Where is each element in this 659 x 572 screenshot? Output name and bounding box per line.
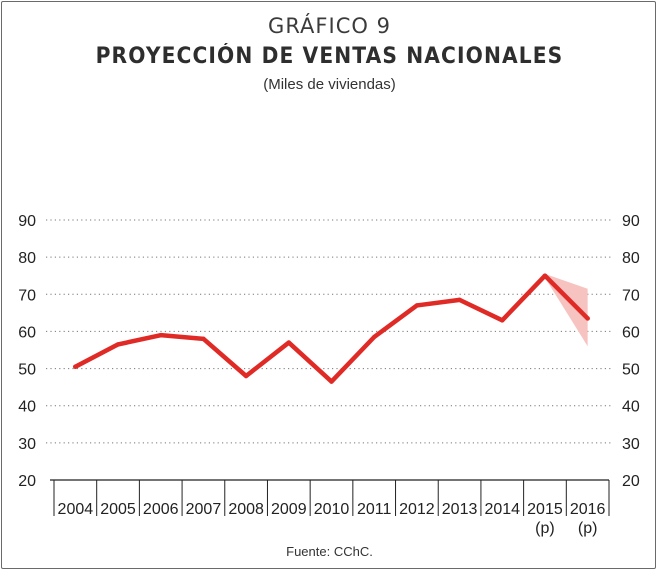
y-tick-right-80: 80 [622,250,640,267]
chart-source: Fuente: CChC. [286,544,373,559]
y-tick-left-80: 80 [18,250,36,267]
data-point-1 [115,342,121,347]
chart-kicker: GRÁFICO 9 [268,14,391,38]
y-tick-right-40: 40 [622,399,640,416]
y-tick-left-70: 70 [18,287,36,304]
x-tick-label-12-sub: (p) [578,520,598,537]
data-point-10 [500,318,505,323]
x-tick-label-8: 2012 [399,501,435,518]
data-point-11 [542,273,548,278]
x-tick-label-9: 2013 [442,501,478,518]
data-point-9 [457,297,462,303]
y-tick-left-40: 40 [18,399,36,416]
x-tick-label-12: 2016 [570,501,606,518]
y-tick-left-60: 60 [18,324,36,341]
gridlines [46,219,611,444]
x-tick-label-3: 2007 [186,501,222,518]
y-tick-right-30: 30 [622,436,640,453]
y-tick-right-50: 50 [622,362,640,379]
x-tick-label-10: 2014 [484,501,520,518]
y-tick-left-30: 30 [18,436,36,453]
y-tick-right-90: 90 [622,213,640,230]
chart-subtitle: (Miles de viviendas) [263,76,396,93]
x-tick-label-11-sub: (p) [535,520,555,537]
y-tick-left-90: 90 [18,213,36,230]
data-point-6 [329,379,334,384]
series-line-layer [73,273,590,384]
x-axis: 2004 2005 2006 2007 2008 2009 2010 2011 2012 2013… [50,479,610,537]
data-point-2 [158,332,163,338]
data-point-5 [286,340,292,345]
x-tick-label-7: 2011 [357,501,392,518]
x-tick-label-0: 2004 [58,501,94,518]
x-tick-label-2: 2006 [143,501,179,518]
y-tick-left-20: 20 [18,473,36,490]
x-tick-label-11: 2015 [527,501,563,518]
x-tick-label-1: 2005 [100,501,136,518]
x-tick-label-6: 2010 [314,501,350,518]
y-tick-right-70: 70 [622,287,640,304]
projection-band [544,273,588,347]
y-axis-ticks: 20 20 30 30 40 40 50 50 60 60 70 70 80 80 90 90 [18,213,640,490]
data-point-12 [585,316,590,321]
data-point-4 [243,373,249,379]
chart-title: PROYECCIÓN DE VENTAS NACIONALES [95,44,564,69]
data-point-7 [371,334,377,340]
data-point-8 [414,303,420,308]
projection-band-layer [544,273,588,347]
y-tick-left-50: 50 [18,362,36,379]
data-point-0 [73,364,78,369]
data-point-3 [201,336,206,342]
y-tick-right-60: 60 [622,324,640,341]
x-tick-label-5: 2009 [271,501,307,518]
y-tick-right-20: 20 [622,473,640,490]
series-line [73,273,590,384]
x-tick-label-4: 2008 [228,501,264,518]
